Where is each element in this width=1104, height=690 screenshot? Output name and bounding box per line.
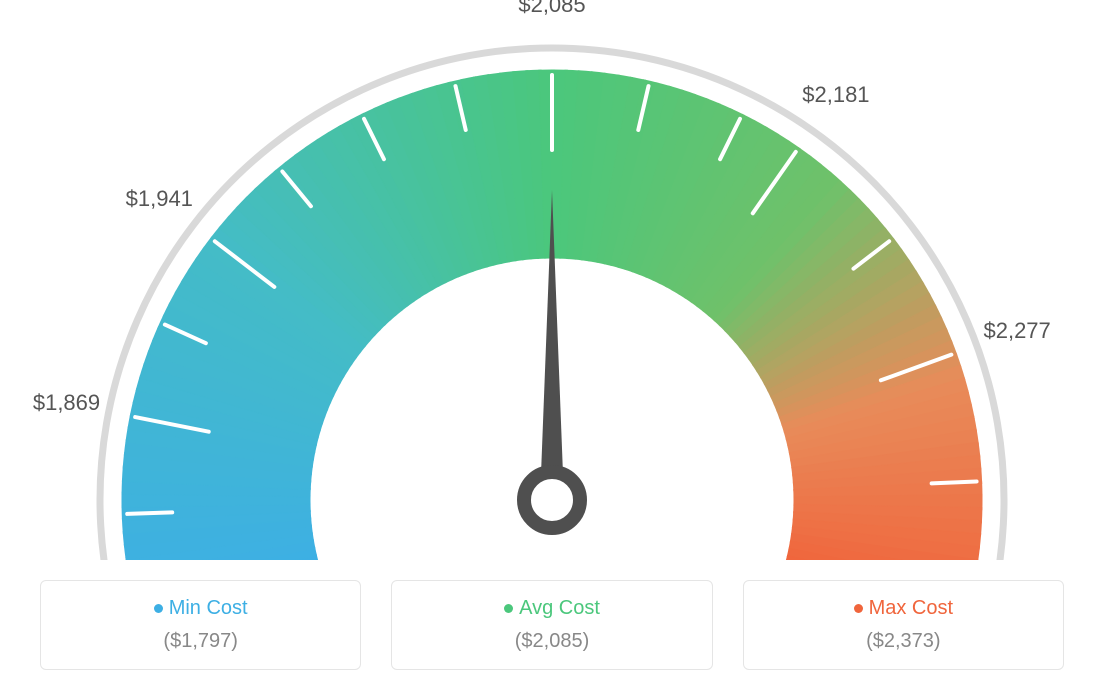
legend-card-max: Max Cost ($2,373) — [743, 580, 1064, 670]
gauge-tick-label: $1,869 — [33, 390, 100, 416]
chart-container: $1,797$1,869$1,941$2,085$2,181$2,277$2,3… — [0, 0, 1104, 690]
legend-title-text-avg: Avg Cost — [519, 597, 600, 619]
legend-row: Min Cost ($1,797) Avg Cost ($2,085) Max … — [0, 580, 1104, 670]
legend-value-avg: ($2,085) — [402, 630, 701, 653]
gauge-tick-label: $1,941 — [126, 186, 193, 212]
legend-dot-max — [854, 604, 863, 613]
legend-title-text-min: Min Cost — [169, 597, 248, 619]
legend-card-min: Min Cost ($1,797) — [40, 580, 361, 670]
legend-title-text-max: Max Cost — [869, 597, 953, 619]
legend-value-max: ($2,373) — [754, 630, 1053, 653]
gauge-tick-label: $2,277 — [983, 318, 1050, 344]
legend-title-max: Max Cost — [754, 597, 1053, 620]
gauge-area: $1,797$1,869$1,941$2,085$2,181$2,277$2,3… — [0, 0, 1104, 560]
gauge-tick-label: $2,181 — [802, 82, 869, 108]
legend-card-avg: Avg Cost ($2,085) — [391, 580, 712, 670]
legend-value-min: ($1,797) — [51, 630, 350, 653]
gauge-svg — [0, 0, 1104, 560]
legend-title-min: Min Cost — [51, 597, 350, 620]
legend-dot-min — [154, 604, 163, 613]
legend-title-avg: Avg Cost — [402, 597, 701, 620]
legend-dot-avg — [504, 604, 513, 613]
gauge-tick-label: $2,085 — [518, 0, 585, 18]
